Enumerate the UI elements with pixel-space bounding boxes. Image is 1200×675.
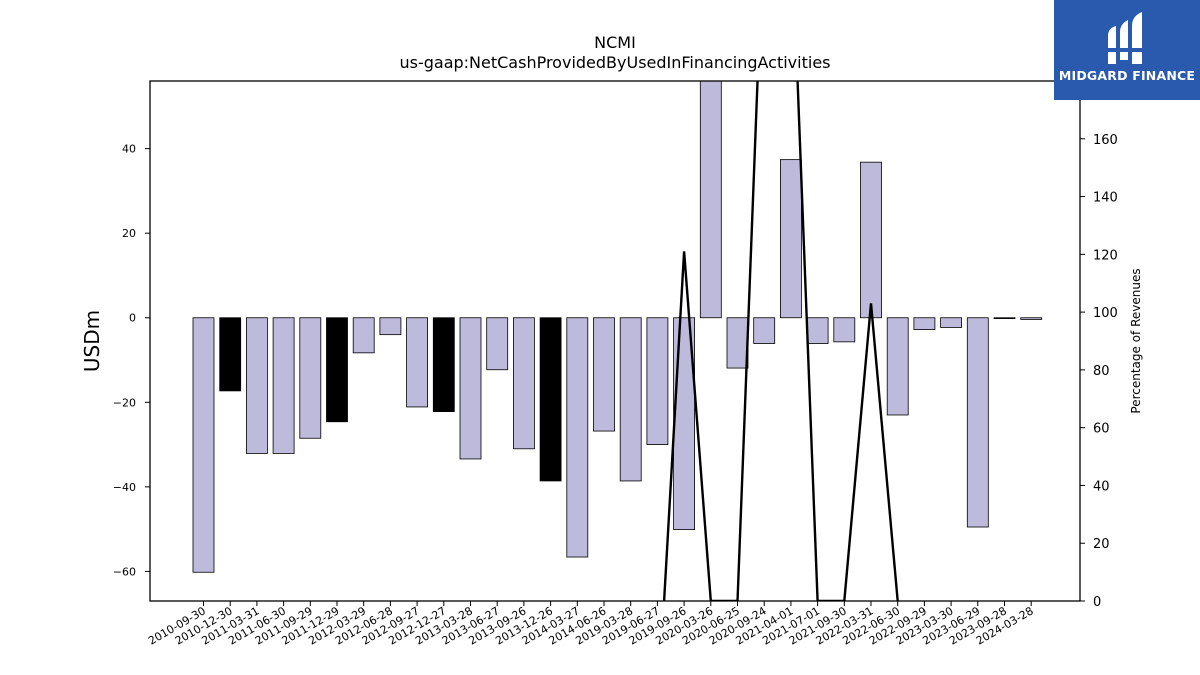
- bar: [513, 317, 535, 450]
- y2-tick-label: 140: [1093, 191, 1118, 206]
- y-tick-label: −20: [113, 396, 136, 409]
- bar: [753, 317, 776, 344]
- y-axis-label-left: USDm: [80, 310, 104, 372]
- left-axis: −60 −40 −20 0 20 40: [113, 143, 150, 578]
- bar: [272, 317, 295, 454]
- y2-tick-label: 80: [1093, 364, 1110, 379]
- bar: [406, 317, 429, 408]
- y2-tick-label: 0: [1093, 595, 1101, 610]
- bar: [219, 317, 242, 392]
- y-tick-label: 20: [122, 227, 136, 240]
- y2-tick-label: 160: [1093, 133, 1118, 148]
- right-axis: 0 20 40 60 80 100 120 140 160: [1080, 133, 1118, 610]
- bar: [780, 159, 802, 319]
- y2-tick-label: 120: [1093, 248, 1118, 263]
- line-layer: [662, 81, 899, 601]
- bar: [245, 317, 268, 454]
- y-tick-label: −60: [113, 565, 136, 578]
- bar: [1020, 317, 1043, 320]
- bar: [299, 317, 322, 439]
- bar: [352, 317, 375, 354]
- bar: [646, 317, 669, 445]
- bar: [192, 317, 215, 573]
- bar: [432, 317, 455, 413]
- chart-subtitle: us-gaap:NetCashProvidedByUsedInFinancing…: [399, 53, 830, 72]
- y-axis-label-right: Percentage of Revenues: [1129, 268, 1143, 413]
- x-axis: 2010-09-302010-12-302011-03-312011-06-30…: [146, 601, 1036, 648]
- y2-tick-label: 60: [1093, 422, 1110, 437]
- chart-title: NCMI: [594, 33, 636, 52]
- y-tick-label: −40: [113, 481, 136, 494]
- bars-layer: [192, 81, 1043, 573]
- bar: [860, 161, 882, 319]
- bar: [966, 317, 989, 528]
- bar: [806, 317, 829, 344]
- bar: [459, 317, 482, 460]
- bar: [699, 81, 722, 319]
- bar: [379, 317, 402, 336]
- bar: [993, 317, 1016, 319]
- bar: [833, 317, 856, 343]
- bar: [886, 317, 909, 416]
- y2-tick-label: 100: [1093, 306, 1118, 321]
- y2-tick-label: 20: [1093, 537, 1110, 552]
- bar: [566, 317, 589, 558]
- series-line: [662, 81, 899, 601]
- bar: [486, 317, 509, 371]
- y2-tick-label: 40: [1093, 479, 1110, 494]
- plot-frame: [149, 80, 1081, 602]
- y-tick-label: 0: [129, 312, 136, 325]
- bar: [940, 317, 962, 328]
- y-tick-label: 40: [122, 143, 136, 156]
- bar: [913, 317, 936, 330]
- bar: [539, 317, 562, 482]
- brand-logo: MIDGARD FINANCE: [1054, 0, 1200, 100]
- bar: [593, 317, 615, 432]
- bar: [326, 317, 348, 423]
- bar: [726, 317, 749, 369]
- brand-name: MIDGARD FINANCE: [1058, 68, 1196, 83]
- bar: [619, 317, 642, 482]
- midgard-logo-icon: [1106, 12, 1146, 64]
